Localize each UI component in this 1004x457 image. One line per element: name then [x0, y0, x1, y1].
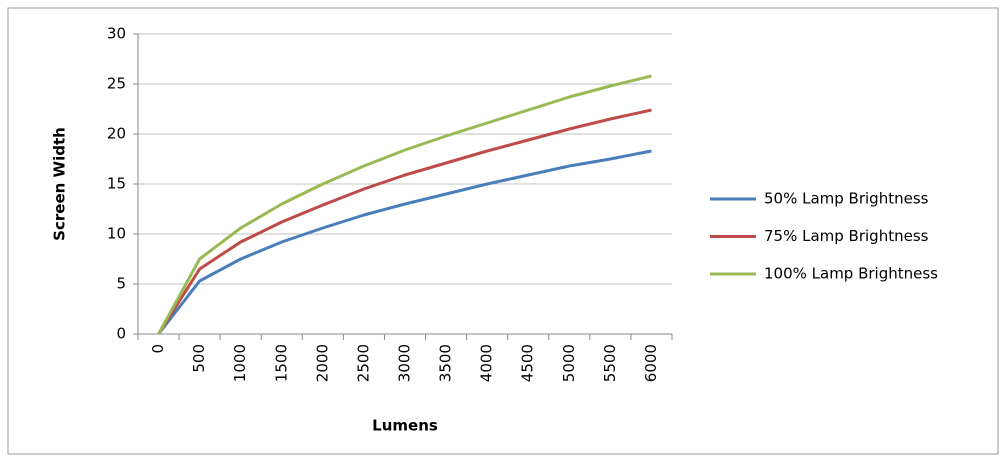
- series-line: [157, 74, 652, 335]
- x-tick-label: 1500: [272, 344, 290, 382]
- y-tick-label: 15: [107, 175, 126, 193]
- x-tick-label: 6000: [642, 344, 660, 382]
- y-tick-label: 10: [107, 225, 126, 243]
- x-tick-label: 500: [190, 344, 208, 373]
- legend-label: 100% Lamp Brightness: [764, 265, 938, 283]
- y-tick-label: 0: [116, 325, 126, 343]
- legend-label: 50% Lamp Brightness: [764, 190, 929, 208]
- x-tick-label: 2000: [313, 344, 331, 382]
- y-axis-label: Screen Width: [51, 127, 69, 241]
- chart-frame: [7, 7, 999, 455]
- x-tick-label: 5500: [601, 344, 619, 382]
- x-tick-label: 4000: [478, 344, 496, 382]
- series-line: [157, 149, 652, 335]
- y-tick-label: 30: [107, 25, 126, 43]
- x-tick-label: 3000: [396, 344, 414, 382]
- x-tick-label: 4500: [519, 344, 537, 382]
- x-tick-label: 2500: [354, 344, 372, 382]
- y-tick-label: 20: [107, 125, 126, 143]
- x-tick-label: 5000: [560, 344, 578, 382]
- x-tick-label: 0: [149, 344, 167, 354]
- series-line: [157, 108, 652, 335]
- legend-label: 75% Lamp Brightness: [764, 227, 929, 245]
- x-tick-label: 1000: [231, 344, 249, 382]
- y-tick-label: 5: [116, 275, 126, 293]
- x-axis-label: Lumens: [372, 417, 438, 435]
- x-tick-label: 3500: [437, 344, 455, 382]
- y-tick-label: 25: [107, 75, 126, 93]
